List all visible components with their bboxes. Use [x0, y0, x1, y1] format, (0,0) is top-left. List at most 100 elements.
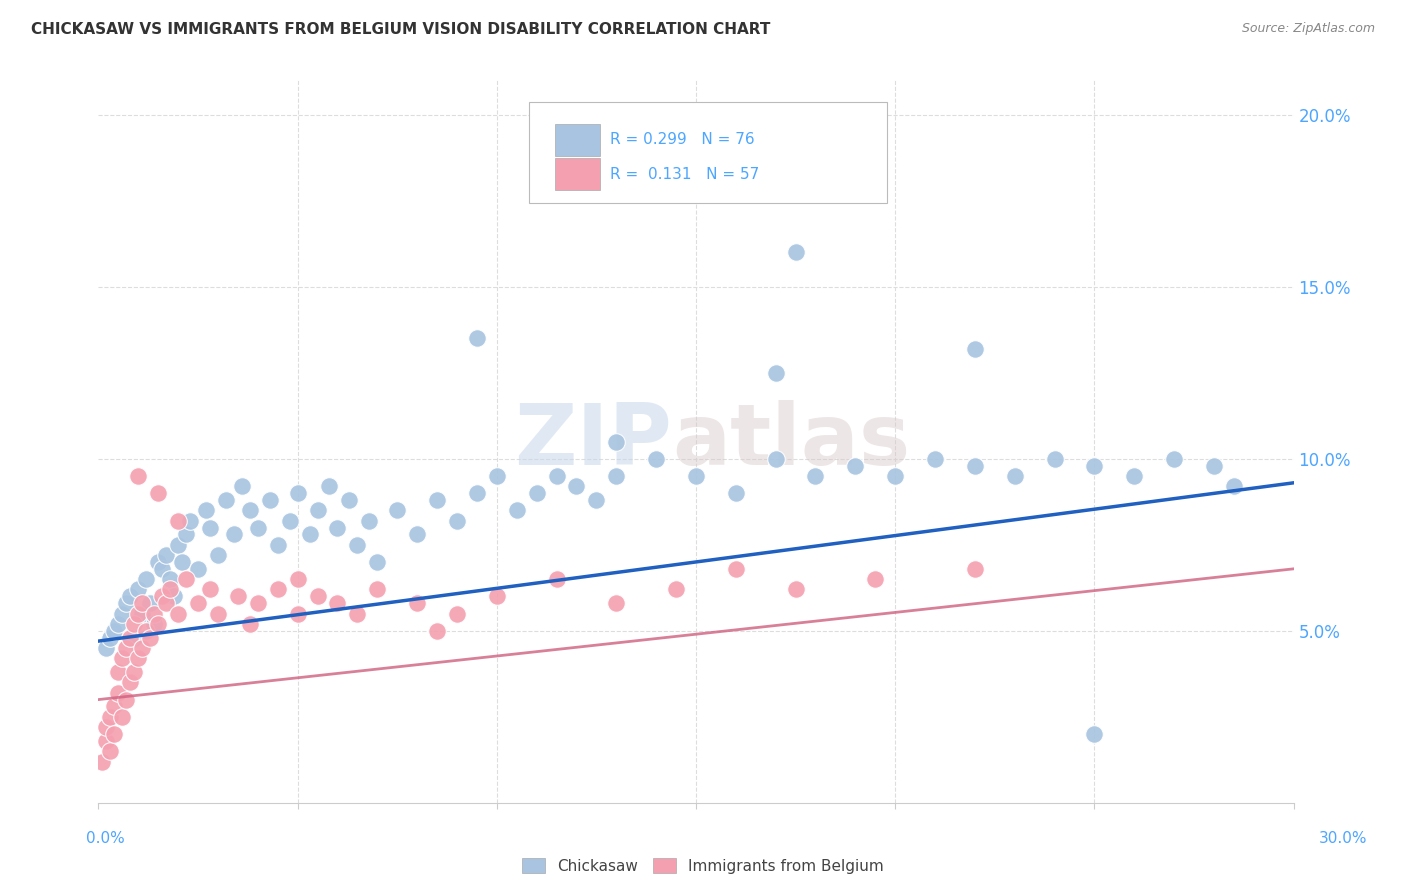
Point: [884, 469, 907, 483]
Point: [143, 616, 166, 631]
Point: [366, 555, 388, 569]
Point: [1123, 469, 1146, 483]
Point: [406, 527, 429, 541]
Point: [107, 665, 129, 679]
Point: [155, 596, 177, 610]
Point: [963, 562, 986, 576]
Point: [231, 479, 253, 493]
Point: [167, 538, 190, 552]
Point: [159, 572, 181, 586]
Point: [963, 342, 986, 356]
Point: [207, 548, 229, 562]
Point: [139, 631, 162, 645]
Point: [1083, 727, 1105, 741]
Point: [366, 582, 388, 597]
Point: [167, 514, 190, 528]
Point: [605, 469, 627, 483]
Point: [139, 596, 162, 610]
Point: [215, 493, 238, 508]
Text: CHICKASAW VS IMMIGRANTS FROM BELGIUM VISION DISABILITY CORRELATION CHART: CHICKASAW VS IMMIGRANTS FROM BELGIUM VIS…: [31, 22, 770, 37]
Point: [127, 607, 149, 621]
Point: [724, 486, 747, 500]
Point: [115, 596, 138, 610]
Text: atlas: atlas: [672, 400, 910, 483]
Point: [226, 590, 249, 604]
Point: [91, 755, 114, 769]
Point: [143, 607, 166, 621]
Point: [124, 616, 146, 631]
Point: [963, 458, 986, 473]
Point: [346, 538, 368, 552]
Point: [111, 710, 134, 724]
Text: 0.0%: 0.0%: [86, 831, 125, 846]
Point: [485, 590, 508, 604]
Point: [135, 624, 157, 638]
Point: [96, 734, 118, 748]
Point: [246, 520, 269, 534]
Point: [346, 607, 368, 621]
Point: [339, 493, 361, 508]
Point: [665, 582, 688, 597]
Point: [98, 744, 122, 758]
FancyBboxPatch shape: [529, 102, 887, 203]
Point: [359, 514, 381, 528]
Point: [239, 616, 262, 631]
Point: [195, 503, 218, 517]
Point: [198, 582, 221, 597]
Point: [96, 720, 118, 734]
Point: [131, 640, 153, 655]
Point: [1163, 451, 1185, 466]
Point: [605, 596, 627, 610]
Point: [1202, 458, 1225, 473]
Point: [865, 572, 887, 586]
Point: [172, 555, 194, 569]
Point: [103, 699, 125, 714]
Point: [103, 727, 125, 741]
Point: [565, 479, 588, 493]
Point: [115, 692, 138, 706]
Point: [124, 631, 146, 645]
Point: [446, 607, 468, 621]
Point: [278, 514, 301, 528]
Point: [103, 624, 125, 638]
Point: [326, 596, 349, 610]
Text: Source: ZipAtlas.com: Source: ZipAtlas.com: [1241, 22, 1375, 36]
Point: [131, 607, 153, 621]
Point: [385, 503, 409, 517]
Point: [765, 451, 787, 466]
Point: [174, 527, 197, 541]
Point: [124, 665, 146, 679]
Point: [187, 596, 209, 610]
Point: [135, 572, 157, 586]
Point: [605, 434, 627, 449]
Point: [174, 572, 197, 586]
Point: [765, 366, 787, 380]
Point: [148, 616, 170, 631]
Point: [150, 590, 173, 604]
Point: [585, 493, 607, 508]
Point: [546, 469, 568, 483]
Point: [1043, 451, 1066, 466]
Point: [844, 458, 866, 473]
Point: [120, 590, 142, 604]
Point: [298, 527, 321, 541]
Point: [148, 555, 170, 569]
Point: [546, 572, 568, 586]
Point: [163, 590, 186, 604]
Point: [148, 486, 170, 500]
Point: [111, 651, 134, 665]
Point: [426, 493, 449, 508]
Point: [187, 562, 209, 576]
Legend: Chickasaw, Immigrants from Belgium: Chickasaw, Immigrants from Belgium: [516, 852, 890, 880]
Point: [526, 486, 548, 500]
FancyBboxPatch shape: [555, 124, 600, 156]
Point: [127, 469, 149, 483]
Point: [111, 607, 134, 621]
Text: 30.0%: 30.0%: [1319, 831, 1367, 846]
Point: [406, 596, 429, 610]
Point: [326, 520, 349, 534]
Point: [465, 331, 488, 345]
Point: [287, 607, 309, 621]
Point: [198, 520, 221, 534]
Point: [1223, 479, 1246, 493]
